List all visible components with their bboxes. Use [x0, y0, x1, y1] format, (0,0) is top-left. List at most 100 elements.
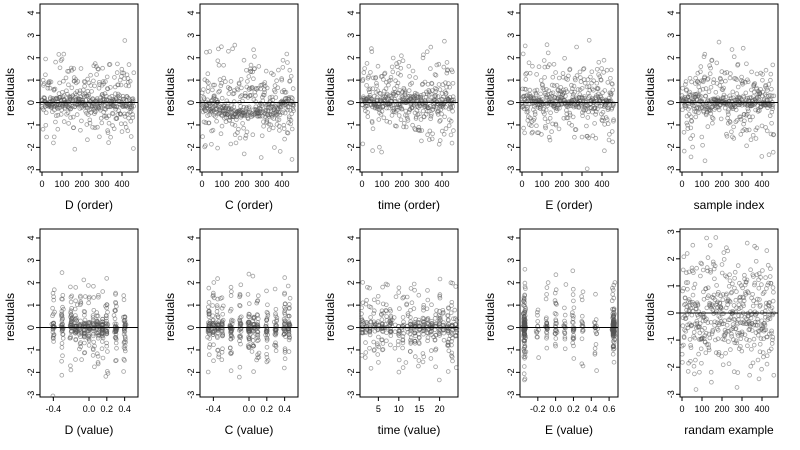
data-point — [227, 322, 233, 328]
data-point — [746, 108, 751, 114]
data-point — [368, 320, 374, 325]
x-tick-label: 0.2 — [567, 404, 580, 414]
data-point — [104, 343, 109, 349]
data-point — [207, 342, 213, 347]
data-point — [403, 124, 409, 130]
y-tick-label: 4 — [186, 10, 196, 15]
data-point — [436, 318, 442, 324]
data-point — [364, 297, 369, 303]
data-point — [407, 74, 412, 79]
data-point — [51, 140, 56, 146]
data-point — [276, 123, 282, 129]
data-point — [72, 306, 78, 312]
x-tick-label: 400 — [594, 179, 609, 189]
data-point — [219, 357, 225, 363]
data-point — [598, 78, 604, 83]
data-point — [411, 281, 417, 287]
data-point — [280, 57, 286, 63]
x-axis-label: sample index — [693, 198, 765, 212]
data-point — [228, 351, 234, 357]
data-point — [761, 290, 767, 295]
data-point — [408, 322, 413, 327]
data-point — [264, 317, 269, 323]
data-point — [440, 308, 446, 313]
data-point — [87, 294, 92, 300]
data-point — [237, 315, 243, 321]
data-point — [384, 302, 389, 308]
y-tick-label: 2 — [666, 256, 676, 261]
x-tick-label: 200 — [714, 179, 729, 189]
data-point — [713, 90, 719, 95]
data-point — [218, 131, 224, 137]
data-point — [59, 270, 65, 275]
data-point — [252, 66, 257, 71]
data-point — [754, 71, 760, 77]
data-point — [104, 331, 110, 337]
data-point — [74, 112, 80, 117]
data-point — [265, 332, 270, 337]
data-point — [453, 365, 459, 370]
data-point — [206, 80, 211, 86]
data-point — [73, 285, 78, 290]
data-point — [552, 298, 558, 303]
data-point — [744, 240, 750, 246]
data-point — [272, 89, 278, 95]
data-point — [570, 268, 576, 274]
data-point — [421, 354, 426, 360]
data-point — [251, 369, 256, 374]
data-point — [78, 66, 84, 71]
data-point — [720, 362, 726, 368]
data-point — [114, 346, 119, 351]
data-point — [610, 103, 616, 108]
data-point — [763, 83, 769, 88]
data-point — [50, 329, 56, 335]
data-point — [584, 84, 590, 90]
data-point — [534, 87, 540, 93]
data-point — [100, 322, 106, 327]
data-point — [206, 352, 212, 357]
data-point — [560, 75, 566, 80]
data-point — [735, 331, 740, 336]
data-point — [553, 272, 559, 277]
data-point — [754, 245, 759, 251]
data-point — [119, 129, 125, 134]
data-point — [215, 328, 221, 333]
data-point — [61, 51, 67, 57]
data-point — [105, 130, 111, 136]
data-point — [558, 85, 564, 90]
y-tick-label: -3 — [26, 391, 36, 399]
data-point — [570, 114, 576, 120]
data-point — [683, 82, 688, 87]
data-point — [43, 123, 49, 128]
data-point — [125, 128, 131, 134]
data-point — [691, 270, 696, 275]
data-point — [599, 66, 604, 71]
data-point — [439, 128, 445, 134]
data-point — [727, 278, 733, 284]
data-point — [727, 272, 732, 277]
data-point — [759, 366, 764, 372]
y-tick-label: -3 — [666, 390, 676, 398]
data-point — [63, 75, 69, 81]
data-point — [273, 348, 279, 353]
data-point — [764, 248, 770, 253]
data-point — [525, 109, 531, 114]
data-point — [83, 294, 88, 299]
data-point — [55, 112, 61, 118]
data-point — [420, 108, 426, 114]
data-point — [122, 346, 128, 352]
data-point — [689, 312, 695, 318]
y-axis-label: residuals — [163, 67, 177, 116]
data-point — [753, 258, 759, 264]
data-point — [681, 342, 686, 348]
data-point — [737, 297, 743, 303]
data-point — [690, 292, 696, 298]
data-point — [579, 86, 585, 91]
y-tick-label: -1 — [346, 121, 356, 129]
data-point — [709, 379, 714, 385]
data-point — [755, 332, 761, 338]
data-point — [115, 61, 120, 67]
data-point — [735, 370, 741, 375]
